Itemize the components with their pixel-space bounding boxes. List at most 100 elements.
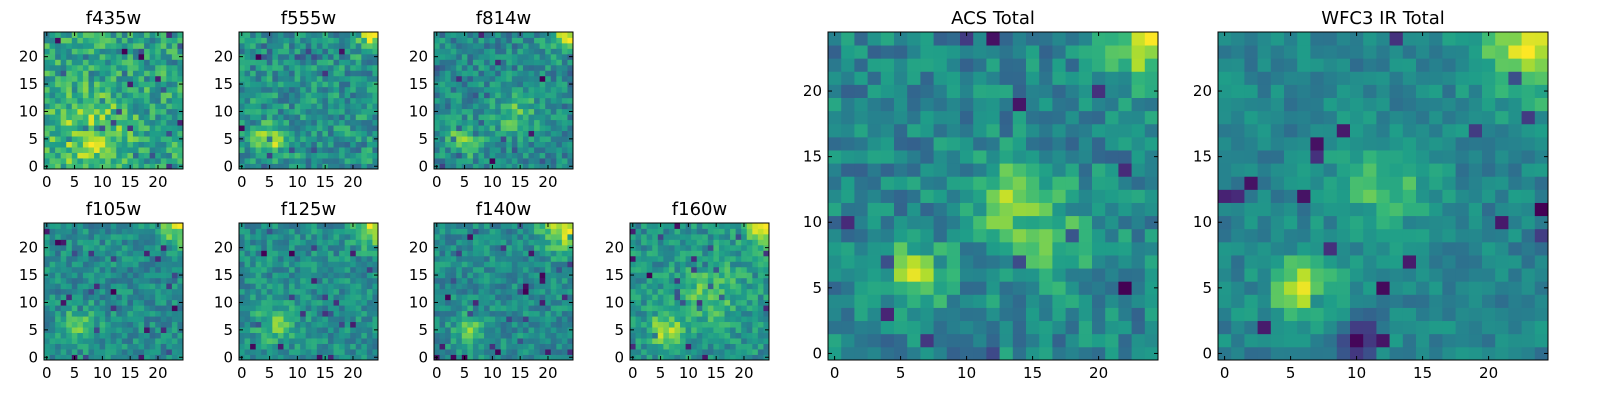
heatmap-cell (1039, 176, 1053, 190)
heatmap-cell (663, 266, 670, 273)
heatmap-cell (841, 228, 855, 243)
heatmap-cell (355, 283, 362, 290)
heatmap-cell (60, 75, 67, 82)
heatmap-cell (550, 343, 557, 350)
heatmap-cell (339, 277, 346, 284)
heatmap-cell (556, 114, 563, 121)
heatmap-cell (88, 86, 95, 93)
heatmap-cell (44, 141, 50, 148)
heatmap-cell (539, 261, 546, 268)
heatmap-cell (55, 233, 62, 240)
heatmap-cell (691, 316, 698, 323)
heatmap-cell (244, 158, 251, 164)
heatmap-cell (144, 81, 151, 88)
heatmap-cell (322, 299, 329, 306)
heatmap-cell (730, 316, 737, 323)
heatmap-cell (71, 294, 78, 301)
heatmap-cell (171, 283, 178, 290)
heatmap-cell (283, 327, 290, 333)
heatmap-cell (255, 81, 262, 88)
heatmap-cell (277, 125, 284, 132)
heatmap-cell (305, 321, 312, 328)
heatmap-cell (561, 163, 568, 170)
heatmap-cell (239, 147, 245, 153)
heatmap-cell (456, 316, 463, 323)
heatmap-cell (250, 228, 257, 235)
heatmap-cell (663, 283, 670, 290)
heatmap-cell (1039, 255, 1053, 269)
heatmap-cell (49, 288, 56, 295)
heatmap-cell (372, 294, 379, 301)
heatmap-cell (561, 310, 568, 317)
heatmap-cell (484, 114, 490, 121)
heatmap-cell (44, 321, 50, 328)
heatmap-cell (110, 163, 117, 170)
heatmap-cell (94, 354, 100, 361)
heatmap-cell (973, 281, 987, 295)
heatmap-cell (66, 53, 73, 60)
heatmap-cell (528, 119, 535, 126)
heatmap-cell (255, 349, 262, 355)
heatmap-cell (305, 59, 312, 66)
heatmap-cell (752, 294, 759, 301)
heatmap-cell (567, 86, 574, 93)
heatmap-cell (1105, 255, 1119, 269)
heatmap-cell (121, 349, 128, 355)
heatmap-cell (439, 92, 446, 99)
heatmap-cell (478, 310, 485, 317)
heatmap-cell (752, 244, 759, 251)
heatmap-cell (144, 48, 151, 55)
heatmap-cell (333, 42, 340, 49)
heatmap-cell (517, 244, 524, 251)
heatmap-cell (316, 239, 323, 246)
heatmap-cell (735, 228, 742, 235)
heatmap-cell (663, 223, 670, 229)
heatmap-cell (556, 332, 563, 339)
heatmap-cell (339, 283, 346, 290)
heatmap-cell (484, 158, 490, 164)
heatmap-cell (171, 310, 178, 317)
heatmap-cell (484, 338, 490, 344)
heatmap-cell (177, 343, 184, 350)
heatmap-cell (127, 332, 134, 339)
heatmap-cell (534, 147, 541, 153)
heatmap-cell (333, 92, 340, 99)
heatmap-cell (445, 299, 452, 306)
heatmap-cell (450, 255, 457, 262)
heatmap-cell (305, 53, 312, 60)
heatmap-cell (1052, 346, 1066, 361)
heatmap-cell (986, 281, 1000, 295)
heatmap-cell (920, 281, 934, 295)
heatmap-cell (999, 346, 1014, 361)
heatmap-cell (311, 244, 318, 251)
heatmap-cell (1052, 163, 1066, 177)
heatmap-cell (702, 277, 709, 284)
heatmap-cell (550, 158, 557, 164)
heatmap-cell (635, 228, 642, 235)
heatmap-cell (121, 332, 128, 339)
heatmap-cell (255, 343, 262, 350)
heatmap-cell (506, 327, 513, 333)
heatmap-cell (556, 299, 563, 306)
heatmap-cell (685, 338, 692, 344)
heatmap-cell (472, 42, 479, 49)
heatmap-cell (763, 239, 770, 246)
heatmap-cell (144, 64, 151, 71)
heatmap-cell (272, 81, 279, 88)
heatmap-cell (456, 305, 463, 312)
heatmap-cell (545, 321, 552, 328)
heatmap-cell (77, 316, 84, 323)
heatmap-cell (450, 223, 457, 229)
heatmap-cell (506, 228, 513, 235)
heatmap-cell (556, 244, 563, 251)
heatmap-cell (177, 114, 184, 121)
y-tick-label: 20 (605, 239, 624, 257)
heatmap-cell (467, 108, 474, 115)
heatmap-cell (489, 152, 496, 159)
heatmap-cell (456, 338, 463, 344)
heatmap-cell (311, 86, 318, 93)
heatmap-cell (244, 163, 251, 170)
heatmap-cell (239, 42, 245, 49)
heatmap-cell (973, 215, 987, 230)
